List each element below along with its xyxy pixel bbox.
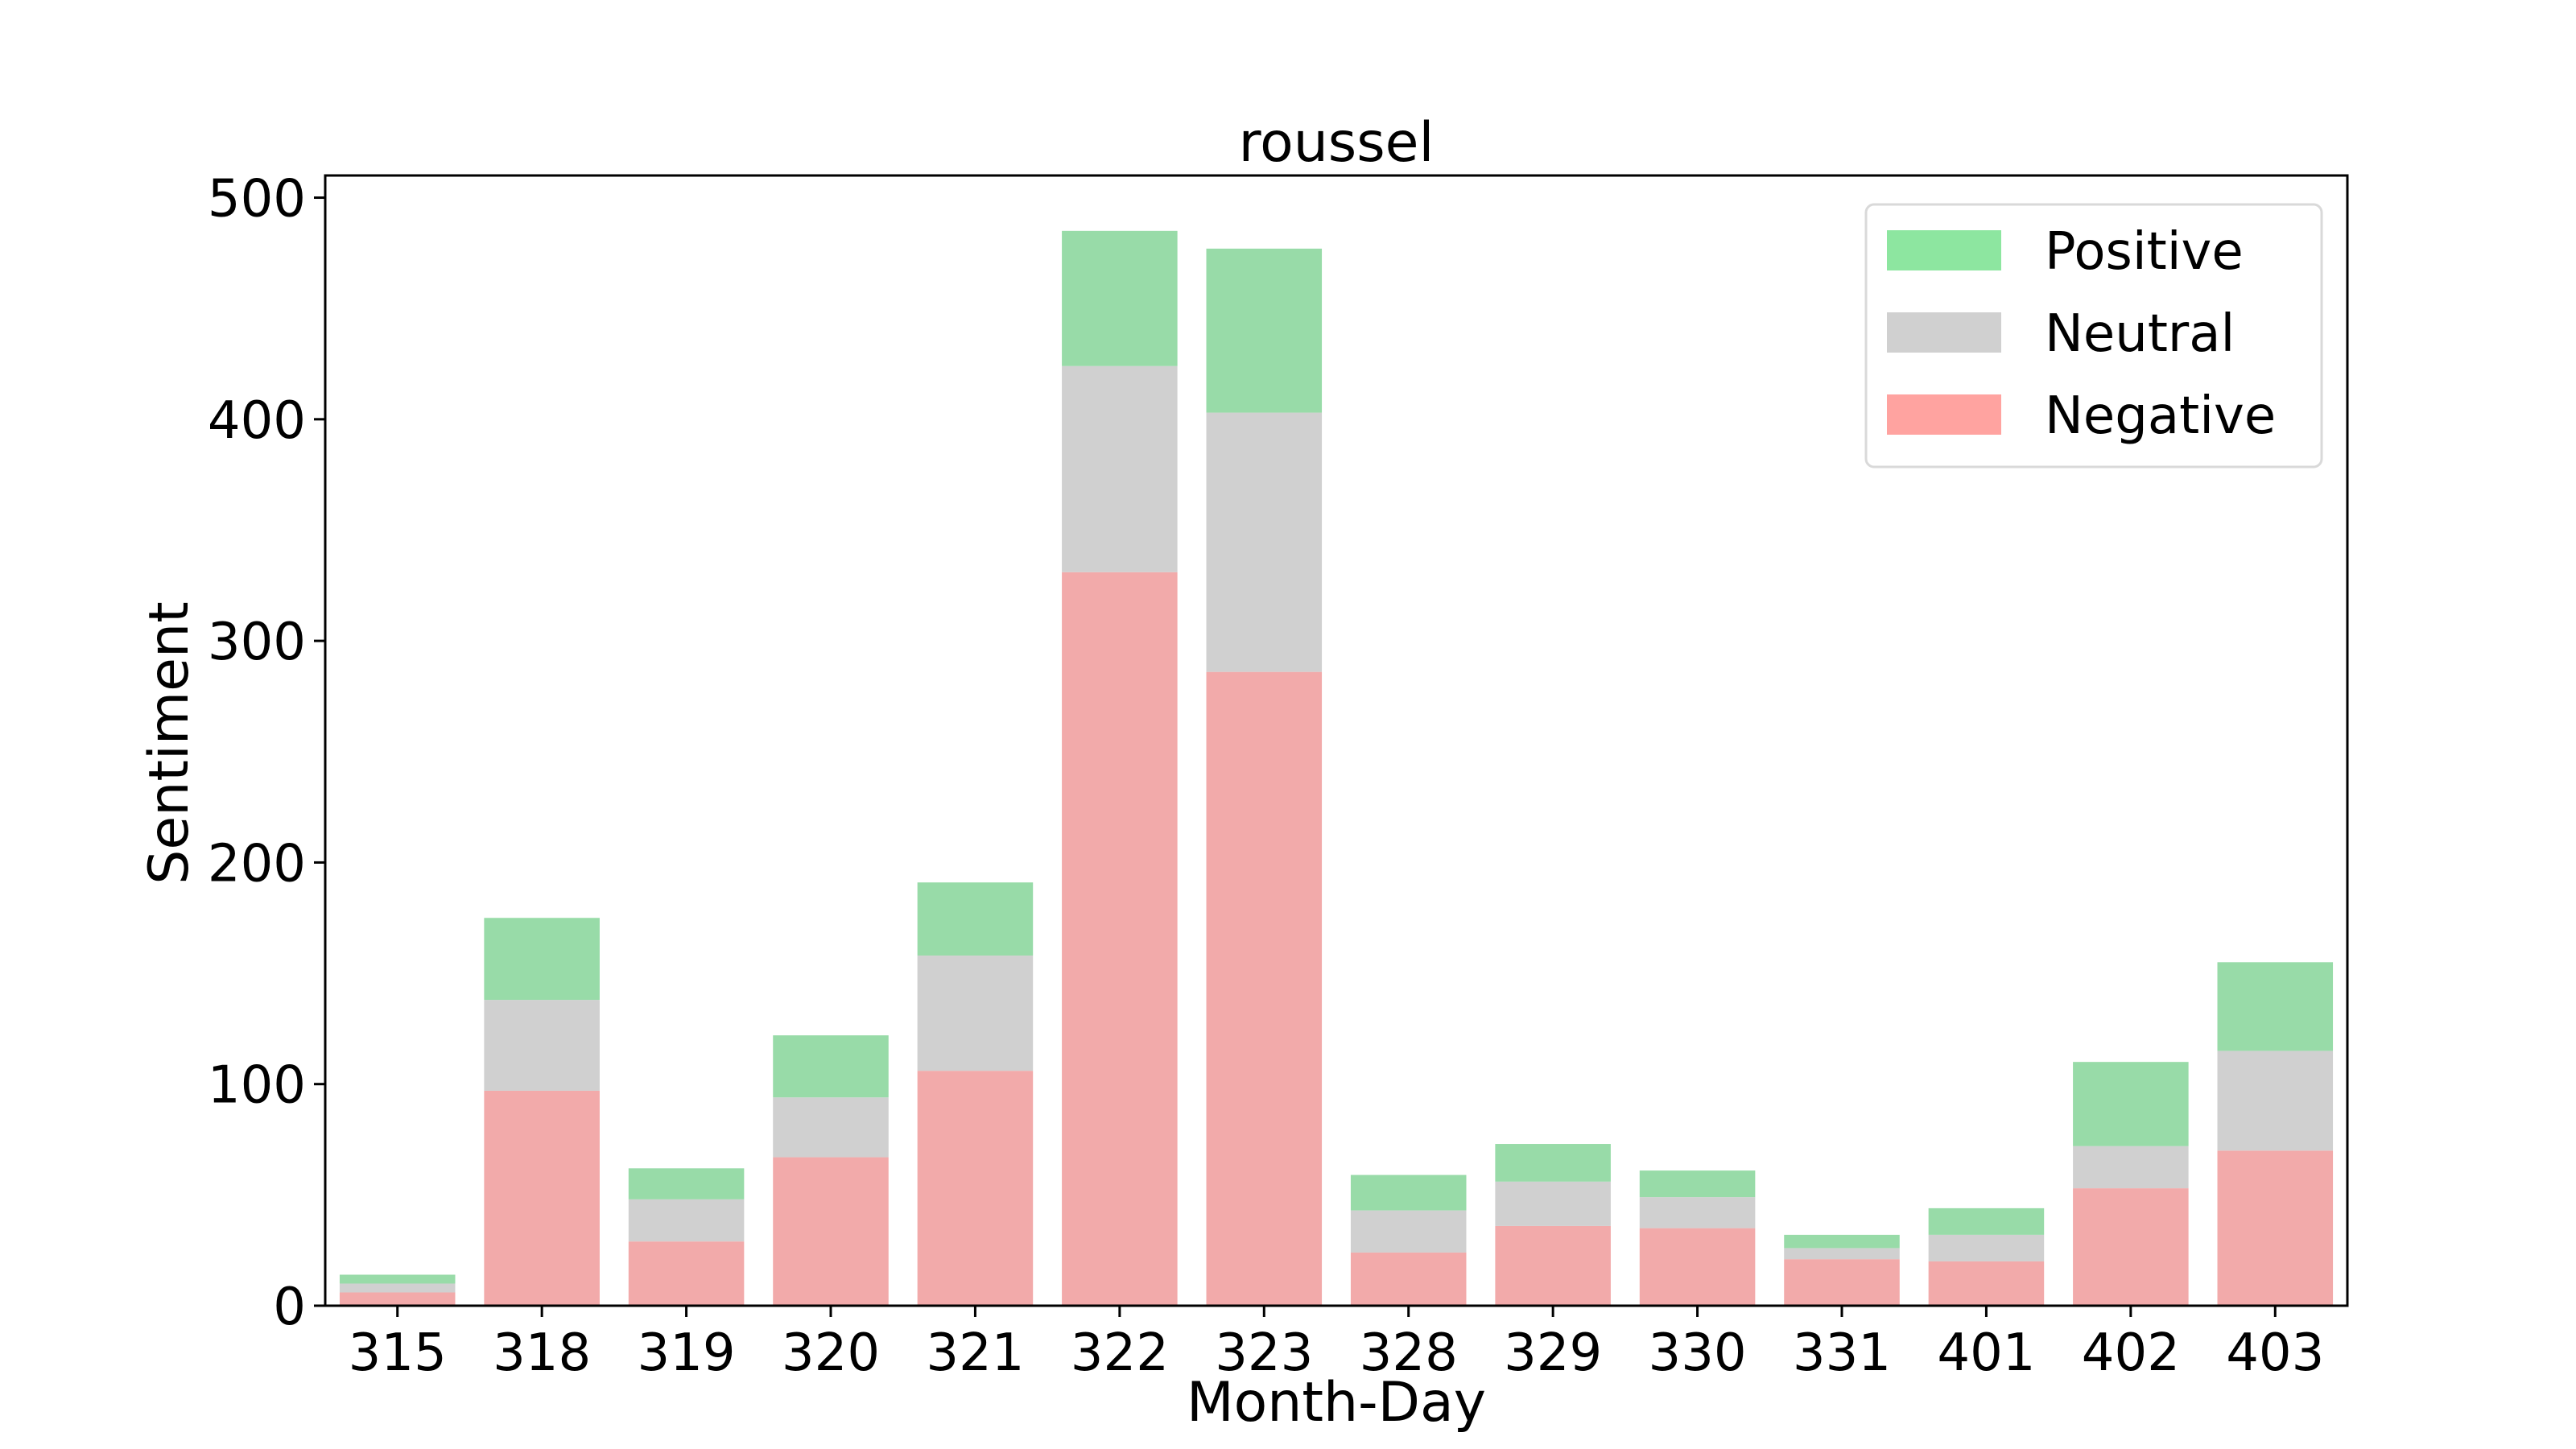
bar-positive-318 — [484, 918, 600, 1001]
x-tick-label: 318 — [493, 1323, 591, 1383]
bar-negative-330 — [1639, 1228, 1756, 1306]
x-tick-label: 402 — [2082, 1323, 2180, 1383]
bar-neutral-323 — [1206, 412, 1323, 672]
bar-neutral-329 — [1495, 1181, 1611, 1226]
bar-negative-323 — [1206, 671, 1323, 1306]
bar-negative-402 — [2073, 1188, 2189, 1306]
bar-neutral-401 — [1928, 1234, 2045, 1261]
bar-negative-318 — [484, 1090, 600, 1306]
y-axis-ticks: 0 100 200 300 400 500 — [208, 170, 325, 1337]
bar-negative-329 — [1495, 1225, 1611, 1306]
bar-positive-402 — [2073, 1062, 2189, 1146]
bar-negative-322 — [1062, 572, 1178, 1306]
x-tick-label: 322 — [1071, 1323, 1169, 1383]
bar-positive-403 — [2217, 962, 2334, 1051]
bar-positive-319 — [628, 1168, 745, 1199]
bar-neutral-328 — [1350, 1210, 1467, 1253]
bar-neutral-330 — [1639, 1197, 1756, 1228]
legend-swatch-positive — [1887, 230, 2001, 270]
bar-negative-319 — [628, 1241, 745, 1306]
y-tick-label: 500 — [208, 170, 306, 229]
bar-negative-401 — [1928, 1261, 2045, 1306]
bar-neutral-402 — [2073, 1146, 2189, 1189]
bar-positive-322 — [1062, 230, 1178, 366]
x-tick-label: 401 — [1937, 1323, 2035, 1383]
bar-positive-331 — [1784, 1234, 1900, 1249]
legend: Positive Neutral Negative — [1864, 203, 2323, 469]
bar-neutral-319 — [628, 1199, 745, 1242]
bar-positive-329 — [1495, 1144, 1611, 1182]
bar-negative-315 — [339, 1292, 456, 1306]
y-tick-label: 100 — [208, 1056, 306, 1116]
legend-swatch-negative — [1887, 394, 2001, 435]
x-tick-label: 319 — [637, 1323, 735, 1383]
chart-title: roussel — [1239, 111, 1435, 175]
bar-negative-320 — [773, 1157, 889, 1306]
y-tick-label: 300 — [208, 613, 306, 672]
bar-neutral-315 — [339, 1283, 456, 1293]
x-tick-label: 403 — [2226, 1323, 2324, 1383]
x-axis-ticks: 315 318 319 320 321 322 323 328 329 330 331 401 402 4… — [349, 1306, 2324, 1383]
bar-neutral-320 — [773, 1097, 889, 1158]
bar-positive-401 — [1928, 1208, 2045, 1235]
x-tick-label: 321 — [926, 1323, 1024, 1383]
legend-label-neutral: Neutral — [2045, 304, 2235, 364]
bar-neutral-331 — [1784, 1248, 1900, 1260]
bar-positive-323 — [1206, 248, 1323, 413]
x-tick-label: 331 — [1793, 1323, 1891, 1383]
x-tick-label: 329 — [1504, 1323, 1602, 1383]
legend-label-positive: Positive — [2045, 222, 2244, 282]
bar-neutral-403 — [2217, 1051, 2334, 1151]
y-tick-label: 0 — [273, 1278, 306, 1337]
legend-label-negative: Negative — [2045, 386, 2276, 446]
bar-positive-330 — [1639, 1170, 1756, 1198]
bar-negative-331 — [1784, 1259, 1900, 1306]
x-tick-label: 323 — [1215, 1323, 1313, 1383]
legend-swatch-neutral — [1887, 312, 2001, 353]
y-tick-label: 200 — [208, 834, 306, 894]
bar-neutral-322 — [1062, 365, 1178, 572]
bar-negative-321 — [917, 1071, 1034, 1306]
x-tick-label: 315 — [349, 1323, 447, 1383]
x-axis-label: Month-Day — [1187, 1371, 1486, 1435]
bar-positive-315 — [339, 1274, 456, 1284]
bars-group — [339, 230, 2334, 1306]
y-tick-label: 400 — [208, 391, 306, 451]
plot-frame — [324, 174, 2349, 1307]
y-axis-label: Sentiment — [138, 601, 201, 885]
bar-positive-328 — [1350, 1174, 1467, 1211]
x-tick-label: 330 — [1648, 1323, 1746, 1383]
x-tick-label: 328 — [1360, 1323, 1458, 1383]
bar-neutral-318 — [484, 1000, 600, 1091]
bar-positive-320 — [773, 1035, 889, 1098]
bar-neutral-321 — [917, 956, 1034, 1071]
bar-negative-328 — [1350, 1252, 1467, 1306]
x-tick-label: 320 — [782, 1323, 880, 1383]
bar-negative-403 — [2217, 1150, 2334, 1306]
bar-positive-321 — [917, 882, 1034, 956]
